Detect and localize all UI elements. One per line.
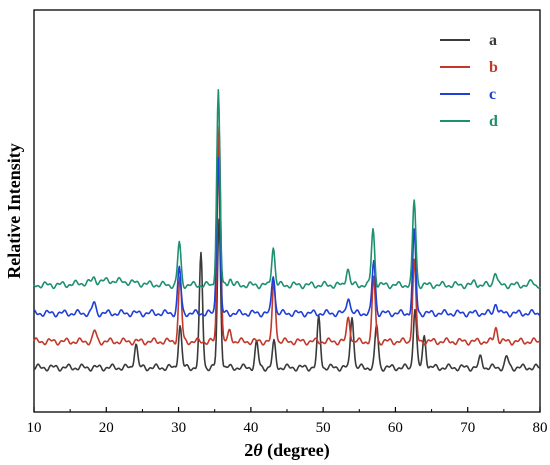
series-layer: [33, 89, 541, 372]
x-tick-label: 40: [243, 420, 258, 436]
plot-frame: [33, 9, 541, 413]
legend-label-c: c: [489, 86, 496, 103]
x-tick-label: 60: [388, 420, 403, 436]
series-line-c: [33, 156, 541, 318]
x-tick-label: 20: [99, 420, 114, 436]
y-axis-title: Relative Intensity: [4, 143, 24, 278]
series-line-b: [33, 125, 541, 346]
x-tick-label: 10: [27, 420, 42, 436]
tick-layer: 10 20 30 40 50 60 70 80: [27, 407, 548, 436]
legend-label-a: a: [489, 32, 497, 49]
x-axis-title: 2θ (degree): [244, 440, 329, 461]
legend-label-b: b: [489, 59, 498, 76]
x-tick-label: 70: [460, 420, 475, 436]
series-line-d: [33, 89, 541, 290]
x-tick-label: 50: [316, 420, 331, 436]
legend-label-d: d: [489, 113, 498, 130]
series-line-a: [33, 218, 541, 372]
x-tick-label: 30: [171, 420, 186, 436]
x-tick-label: 80: [533, 420, 548, 436]
